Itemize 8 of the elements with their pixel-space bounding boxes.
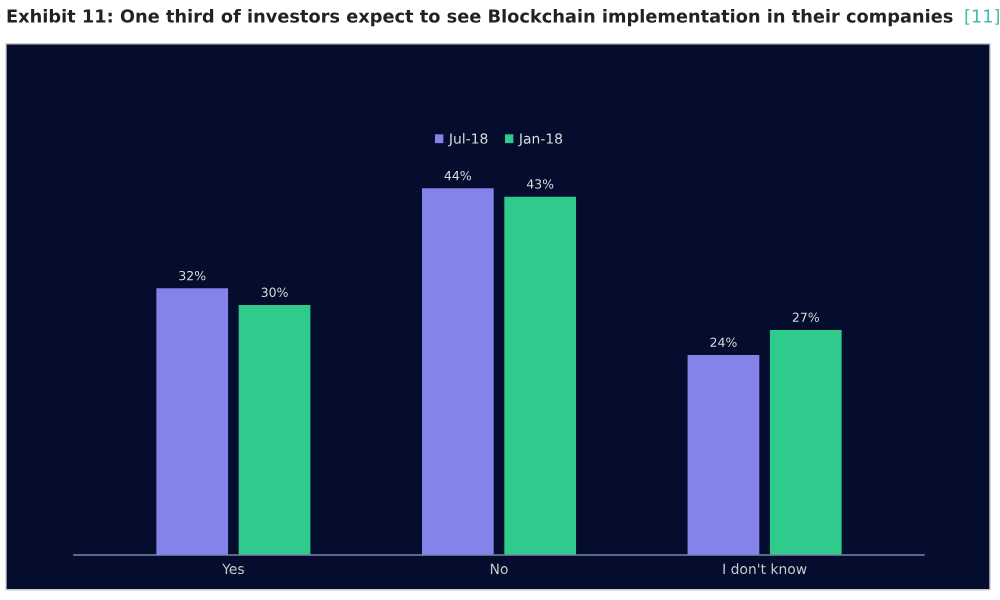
bar (687, 355, 760, 555)
chart-title: Exhibit 11: One third of investors expect to see Blockchain implementation in their companies (7, 9, 953, 27)
bar (238, 305, 311, 555)
text: [11] (965, 9, 999, 25)
bar (156, 288, 229, 555)
bar (769, 330, 842, 555)
bar (504, 196, 577, 555)
bar (421, 188, 494, 555)
